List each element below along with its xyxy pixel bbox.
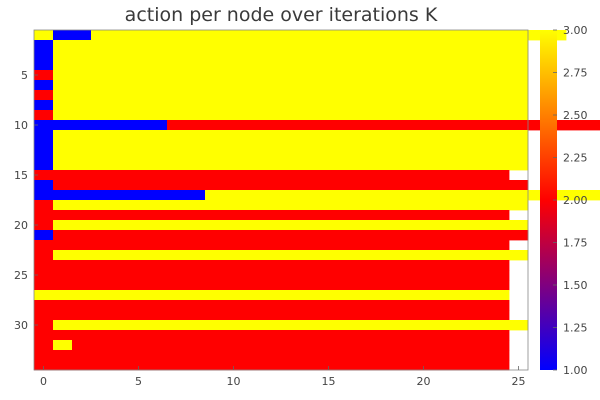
heatmap-cell	[34, 250, 54, 261]
heatmap-cell	[53, 140, 529, 151]
heatmap-cell	[53, 60, 529, 71]
y-tick-label: 15	[14, 169, 28, 182]
heatmap-cell	[34, 220, 54, 231]
heatmap-cell	[53, 90, 529, 101]
heatmap-cell	[34, 300, 510, 311]
colorbar-tick-label: 3.00	[563, 24, 588, 37]
heatmap-cell	[34, 100, 54, 111]
heatmap-cells	[34, 30, 600, 371]
heatmap-cell	[34, 330, 510, 341]
y-tick-label: 10	[14, 119, 28, 132]
heatmap-cell	[34, 40, 54, 51]
heatmap-cell	[34, 30, 54, 41]
colorbar-tick-label: 2.00	[563, 194, 588, 207]
x-tick-label: 20	[417, 375, 431, 388]
heatmap-cell	[53, 150, 529, 161]
heatmap-cell	[34, 160, 54, 171]
heatmap-cell	[205, 190, 600, 201]
heatmap-cell	[53, 200, 529, 211]
y-tick-label: 5	[21, 69, 28, 82]
heatmap-cell	[53, 40, 529, 51]
y-axis: 5 10 15 20 25 30	[14, 69, 38, 332]
heatmap-cell	[34, 90, 54, 101]
heatmap-cell	[34, 240, 510, 251]
heatmap-cell	[34, 350, 510, 361]
heatmap-cell	[53, 130, 529, 141]
colorbar-tick-label: 1.25	[563, 322, 588, 335]
x-tick-label: 10	[227, 375, 241, 388]
heatmap-cell	[34, 260, 510, 271]
heatmap-cell	[34, 70, 54, 81]
heatmap-cell	[34, 270, 510, 281]
heatmap-cell	[53, 110, 529, 121]
heatmap-cell	[34, 230, 54, 241]
chart-title: action per node over iterations K	[125, 4, 438, 26]
heatmap-cell	[34, 140, 54, 151]
colorbar-tick-label: 1.50	[563, 279, 588, 292]
y-tick-label: 20	[14, 219, 28, 232]
heatmap-cell	[53, 50, 529, 61]
heatmap-cell	[34, 320, 54, 331]
x-tick-label: 25	[512, 375, 526, 388]
heatmap-cell	[53, 30, 92, 41]
colorbar-tick-label: 2.50	[563, 109, 588, 122]
heatmap-cell	[34, 180, 54, 191]
heatmap-cell	[91, 30, 567, 41]
colorbar	[540, 30, 557, 370]
x-axis: 0 5 10 15 20 25	[40, 366, 526, 388]
heatmap-cell	[34, 190, 206, 201]
heatmap-cell	[34, 60, 54, 71]
y-tick-label: 30	[14, 319, 28, 332]
heatmap-cell	[53, 340, 73, 351]
heatmap-cell	[53, 80, 529, 91]
plot-frame	[33, 29, 529, 371]
heatmap-cell	[34, 290, 510, 301]
heatmap-cell	[34, 210, 510, 221]
heatmap-cell	[53, 320, 529, 331]
heatmap-cell	[53, 160, 529, 171]
x-tick-label: 15	[322, 375, 336, 388]
heatmap-cell	[34, 120, 168, 131]
heatmap-cell	[34, 150, 54, 161]
heatmap-cell	[167, 120, 600, 131]
y-tick-label: 25	[14, 269, 28, 282]
heatmap-cell	[34, 110, 54, 121]
colorbar-axis: 1.00 1.25 1.50 1.75 2.00 2.25 2.50 2.75 3.00	[553, 24, 588, 377]
heatmap-cell	[34, 280, 510, 291]
heatmap-cell	[34, 130, 54, 141]
heatmap-cell	[53, 100, 529, 111]
heatmap-cell	[53, 70, 529, 81]
heatmap-cell	[72, 340, 510, 351]
heatmap-cell	[34, 80, 54, 91]
heatmap-cell	[34, 310, 510, 321]
heatmap-cell	[34, 360, 510, 371]
heatmap-cell	[53, 250, 529, 261]
x-tick-label: 5	[135, 375, 142, 388]
heatmap-cell	[53, 220, 529, 231]
colorbar-tick-label: 1.75	[563, 237, 588, 250]
colorbar-tick-label: 1.00	[563, 364, 588, 377]
x-tick-label: 0	[40, 375, 47, 388]
heatmap-cell	[34, 200, 54, 211]
heatmap-cell	[34, 340, 54, 351]
colorbar-tick-label: 2.25	[563, 152, 588, 165]
heatmap-cell	[53, 230, 529, 241]
heatmap-cell	[34, 170, 510, 181]
heatmap-cell	[34, 50, 54, 61]
colorbar-tick-label: 2.75	[563, 67, 588, 80]
heatmap-cell	[53, 180, 529, 191]
